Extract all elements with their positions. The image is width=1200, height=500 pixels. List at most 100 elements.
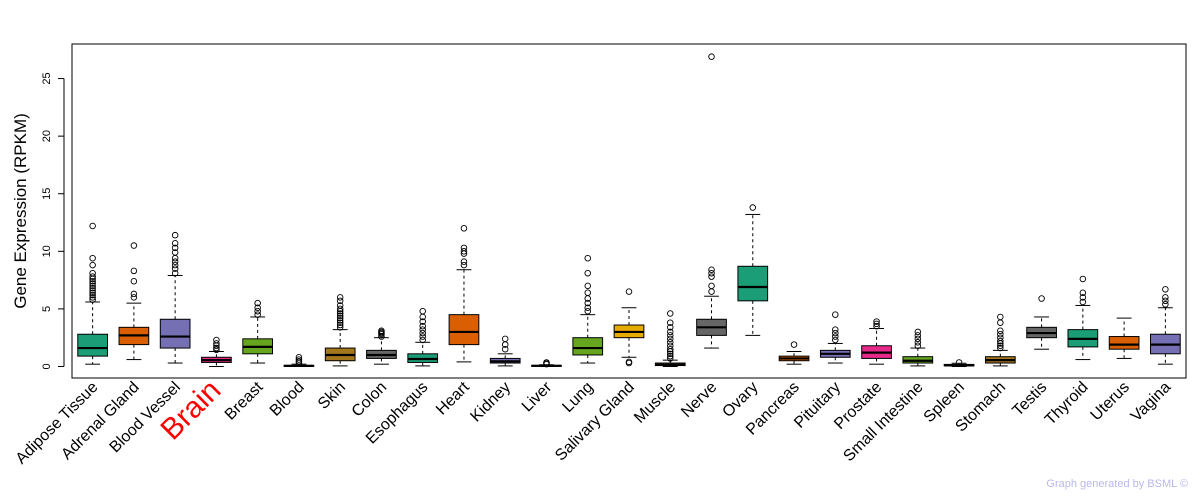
- x-tick-label: Nerve: [678, 379, 720, 421]
- outlier-point: [667, 342, 674, 350]
- outlier-point: [584, 289, 591, 297]
- outlier-point: [130, 242, 138, 249]
- box-skin: [324, 294, 356, 367]
- box-prostate: [861, 318, 892, 365]
- outlier-point: [336, 302, 344, 309]
- box-adrenal-gland: [118, 242, 150, 361]
- box-heart: [448, 225, 480, 363]
- x-tick-label: Lung: [559, 379, 596, 416]
- outlier-point: [419, 336, 426, 344]
- outlier-point: [171, 254, 179, 262]
- outlier-point: [997, 327, 1004, 335]
- box-blood-vessel: [159, 231, 191, 364]
- iqr-box: [1108, 336, 1140, 350]
- outlier-point: [1162, 294, 1169, 301]
- outlier-point: [130, 267, 138, 275]
- outlier-point: [708, 269, 715, 277]
- outlier-point: [336, 310, 344, 317]
- outlier-point: [460, 244, 468, 252]
- box-adipose-tissue: [77, 222, 108, 365]
- outlier-point: [708, 282, 715, 290]
- outlier-point: [213, 336, 220, 344]
- outlier-point: [749, 204, 757, 211]
- outlier-point: [171, 258, 179, 265]
- x-tick-label: Skin: [315, 379, 349, 413]
- iqr-box: [448, 314, 480, 346]
- box-breast: [242, 299, 274, 364]
- outlier-point: [997, 313, 1004, 321]
- x-tick-label: Breast: [222, 378, 267, 423]
- y-tick-label: 5: [41, 306, 53, 312]
- box-vagina: [1150, 286, 1181, 365]
- outlier-point: [460, 248, 468, 255]
- outlier-point: [584, 254, 591, 262]
- outlier-point: [295, 358, 303, 365]
- outlier-point: [254, 304, 261, 311]
- outlier-point: [336, 294, 344, 301]
- outlier-point: [171, 249, 179, 256]
- outlier-point: [584, 269, 591, 277]
- outlier-point: [914, 335, 922, 343]
- box-lung: [572, 254, 604, 364]
- outlier-point: [501, 345, 509, 353]
- outlier-point: [1162, 301, 1169, 308]
- outlier-point: [708, 266, 715, 273]
- box-small-intestine: [902, 328, 934, 367]
- outlier-point: [667, 350, 674, 358]
- outlier-point: [667, 339, 674, 346]
- x-tick-label: Liver: [519, 378, 556, 415]
- y-axis: 0 5 10 15 20 25: [41, 72, 65, 370]
- outlier-point: [832, 329, 839, 337]
- x-tick-label: Kidney: [467, 379, 514, 426]
- outlier-point: [171, 231, 179, 239]
- outlier-point: [667, 335, 674, 343]
- outlier-point: [336, 324, 344, 331]
- outlier-point: [955, 359, 963, 366]
- outlier-point: [419, 326, 426, 333]
- outlier-point: [89, 296, 96, 303]
- outlier-point: [89, 280, 96, 287]
- outlier-point: [873, 320, 880, 328]
- x-tick-label: Muscle: [631, 379, 679, 427]
- y-tick-label: 0: [41, 363, 53, 369]
- outlier-point: [1162, 297, 1169, 305]
- box-muscle: [654, 310, 686, 367]
- outlier-point: [130, 294, 138, 301]
- outlier-point: [89, 289, 96, 297]
- outlier-point: [708, 53, 715, 60]
- iqr-box: [737, 265, 769, 302]
- outlier-point: [378, 327, 385, 335]
- box-ovary: [737, 204, 769, 336]
- outlier-point: [171, 244, 179, 252]
- outlier-point: [625, 288, 633, 295]
- outlier-point: [171, 239, 179, 247]
- plot-frame: [71, 43, 1187, 379]
- outlier-point: [419, 322, 426, 330]
- outlier-point: [873, 322, 880, 330]
- outlier-point: [584, 307, 591, 315]
- outlier-point: [667, 345, 674, 353]
- x-tick-label: Thyroid: [1042, 379, 1092, 429]
- outlier-point: [1079, 275, 1087, 283]
- outlier-point: [89, 287, 96, 294]
- outlier-point: [89, 273, 96, 280]
- outlier-point: [130, 290, 138, 298]
- x-tick-label: Vagina: [1128, 379, 1174, 425]
- outlier-point: [213, 346, 220, 354]
- outlier-point: [501, 335, 509, 343]
- outlier-point: [914, 339, 922, 346]
- box-uterus: [1108, 317, 1140, 359]
- outlier-point: [1079, 294, 1087, 301]
- outlier-point: [336, 314, 344, 322]
- outlier-point: [997, 337, 1004, 345]
- box-blood: [283, 354, 315, 368]
- y-axis-label: Gene Expression (RPKM): [11, 113, 30, 309]
- outlier-point: [1079, 289, 1087, 297]
- outlier-point: [89, 269, 96, 277]
- box-thyroid: [1067, 275, 1099, 361]
- outlier-point: [914, 328, 922, 336]
- box-pituitary: [819, 311, 851, 364]
- credit-text: Graph generated by BSML ©: [1046, 478, 1188, 490]
- box-series: [77, 53, 1181, 368]
- outlier-point: [667, 355, 674, 362]
